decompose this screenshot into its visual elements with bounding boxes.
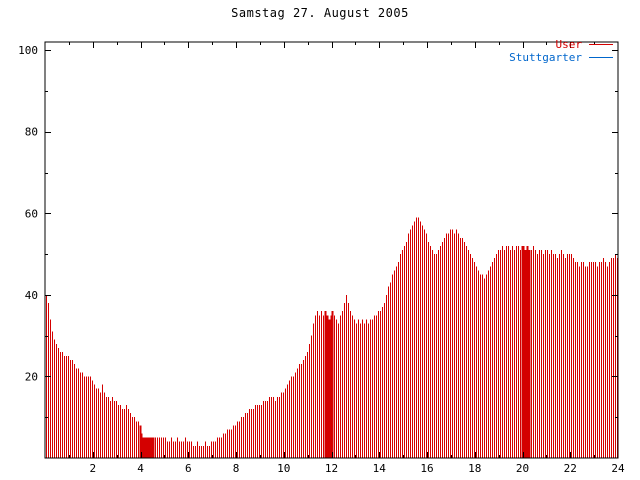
svg-text:6: 6 — [185, 462, 192, 475]
svg-text:60: 60 — [25, 207, 38, 220]
axis-ticks — [45, 42, 618, 458]
legend-label: User — [555, 38, 583, 51]
legend-item-stuttgarter: Stuttgarter — [509, 51, 613, 64]
legend-item-user: User — [509, 38, 613, 51]
legend-line-sample — [589, 57, 613, 58]
legend-label: Stuttgarter — [509, 51, 582, 64]
user-bars — [46, 217, 618, 458]
svg-text:10: 10 — [277, 462, 290, 475]
chart-legend: User Stuttgarter — [509, 38, 613, 64]
svg-text:8: 8 — [233, 462, 240, 475]
plot-border — [44, 41, 619, 459]
legend-line-sample — [589, 44, 613, 45]
svg-text:22: 22 — [564, 462, 577, 475]
svg-text:24: 24 — [611, 462, 625, 475]
svg-text:80: 80 — [25, 126, 38, 139]
svg-text:16: 16 — [420, 462, 433, 475]
svg-text:100: 100 — [18, 44, 38, 57]
svg-text:2: 2 — [89, 462, 96, 475]
svg-text:40: 40 — [25, 289, 38, 302]
svg-text:4: 4 — [137, 462, 144, 475]
svg-text:20: 20 — [25, 370, 38, 383]
chart-title: Samstag 27. August 2005 — [231, 6, 409, 20]
svg-text:18: 18 — [468, 462, 481, 475]
svg-text:14: 14 — [373, 462, 387, 475]
svg-text:12: 12 — [325, 462, 338, 475]
svg-text:20: 20 — [516, 462, 529, 475]
